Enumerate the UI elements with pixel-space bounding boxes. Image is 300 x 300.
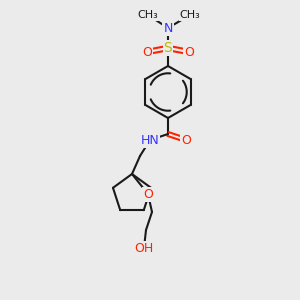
Text: CH₃: CH₃ bbox=[138, 10, 158, 20]
Text: O: O bbox=[142, 46, 152, 59]
Text: CH₃: CH₃ bbox=[180, 10, 200, 20]
Text: O: O bbox=[143, 188, 153, 200]
Text: N: N bbox=[163, 22, 173, 34]
Text: OH: OH bbox=[134, 242, 154, 254]
Text: HN: HN bbox=[141, 134, 159, 146]
Text: O: O bbox=[181, 134, 191, 146]
Text: O: O bbox=[184, 46, 194, 59]
Text: S: S bbox=[164, 41, 172, 55]
